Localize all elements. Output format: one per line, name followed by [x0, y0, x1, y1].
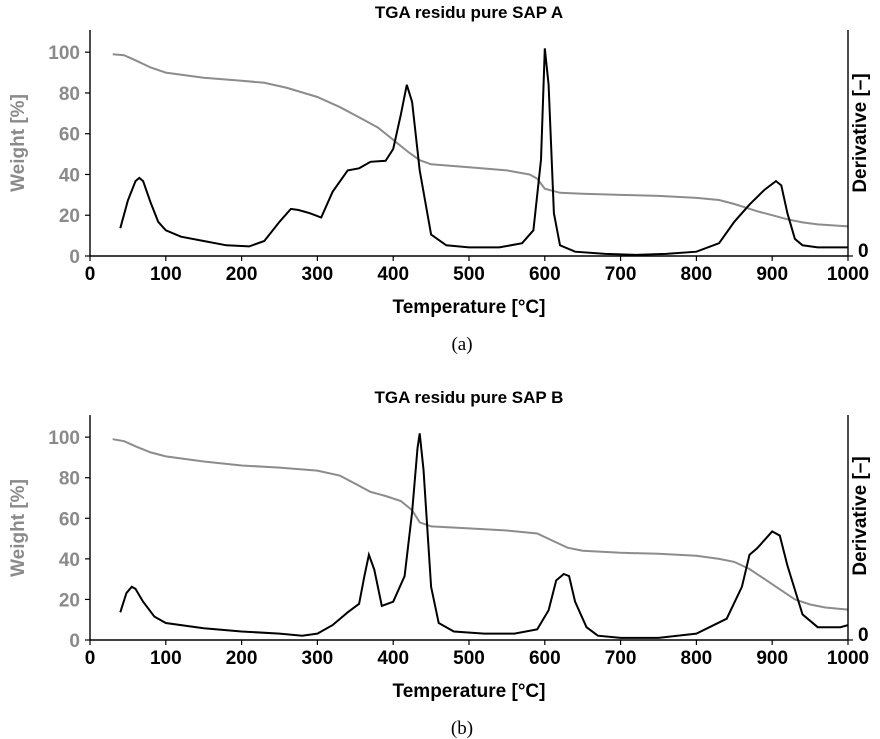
- weight-series-line: [112, 438, 849, 611]
- y-tick-label: 0: [69, 247, 80, 268]
- x-tick-label: 600: [529, 264, 561, 285]
- chart-title: TGA residu pure SAP B: [375, 388, 564, 407]
- x-tick-label: 900: [756, 264, 788, 285]
- y-tick-group: 0 20 40 60 80 100: [48, 43, 90, 268]
- y-axis-label: Weight [%]: [8, 479, 29, 577]
- x-tick-label: 700: [605, 648, 637, 669]
- y-tick-label: 20: [59, 206, 80, 227]
- derivative-line-container: [119, 48, 848, 256]
- weight-line-container: [112, 53, 849, 228]
- chart-panel-a: TGA residu pure SAP A 0 100 200 300 400 500 60…: [8, 3, 871, 355]
- x-tick-label: 0: [85, 648, 96, 669]
- x-tick-group: 0 100 200 300 400 500 600 700 800 900 1000: [85, 640, 869, 669]
- x-tick-label: 500: [453, 648, 485, 669]
- weight-line-container: [112, 438, 849, 611]
- x-tick-label: 700: [605, 264, 637, 285]
- derivative-line-container: [119, 433, 849, 639]
- x-tick-label: 1000: [827, 264, 869, 285]
- x-tick-label: 800: [681, 264, 713, 285]
- x-axis-label: Temperature [°C]: [393, 297, 546, 318]
- y-tick-label: 100: [48, 43, 80, 64]
- x-tick-label: 500: [453, 264, 485, 285]
- x-tick-label: 800: [681, 648, 713, 669]
- y-tick-label: 60: [59, 125, 80, 146]
- chart-panel-b: TGA residu pure SAP B 0 100 200 300 400 500 60…: [8, 388, 871, 739]
- figure-caption: (b): [451, 718, 473, 739]
- y-tick-label: 40: [59, 165, 80, 186]
- y-tick-label: 100: [48, 428, 80, 449]
- x-axis-label: Temperature [°C]: [393, 681, 546, 702]
- y-axis-label: Weight [%]: [8, 94, 29, 192]
- y2-tick-group: 0: [848, 241, 869, 262]
- figure-caption: (a): [451, 334, 472, 355]
- y-tick-label: 60: [59, 509, 80, 530]
- y-tick-label: 40: [59, 550, 80, 571]
- y2-tick-label: 0: [858, 625, 869, 646]
- y-tick-label: 20: [59, 590, 80, 611]
- x-tick-label: 900: [756, 648, 788, 669]
- y-tick-label: 80: [59, 84, 80, 105]
- y2-axis-label: Derivative [–]: [850, 73, 871, 192]
- y-tick-group: 0 20 40 60 80 100: [48, 428, 90, 652]
- y2-tick-label: 0: [858, 241, 869, 262]
- y-tick-label: 0: [69, 631, 80, 652]
- y-tick-label: 80: [59, 469, 80, 490]
- y2-axis-label: Derivative [–]: [850, 456, 871, 575]
- x-tick-label: 400: [377, 264, 409, 285]
- derivative-series-line: [119, 433, 849, 639]
- x-tick-label: 400: [377, 648, 409, 669]
- y2-tick-group: 0: [848, 625, 869, 646]
- weight-series-line: [112, 53, 849, 228]
- chart-title: TGA residu pure SAP A: [375, 3, 563, 22]
- x-tick-label: 200: [226, 648, 258, 669]
- x-tick-label: 600: [529, 648, 561, 669]
- x-tick-label: 100: [150, 264, 182, 285]
- x-tick-group: 0 100 200 300 400 500 600 700 800 900 1000: [85, 256, 869, 285]
- x-tick-label: 300: [302, 648, 334, 669]
- x-tick-label: 100: [150, 648, 182, 669]
- x-tick-label: 200: [226, 264, 258, 285]
- x-tick-label: 1000: [827, 648, 869, 669]
- derivative-series-line: [119, 48, 848, 256]
- x-tick-label: 300: [302, 264, 334, 285]
- x-tick-label: 0: [85, 264, 96, 285]
